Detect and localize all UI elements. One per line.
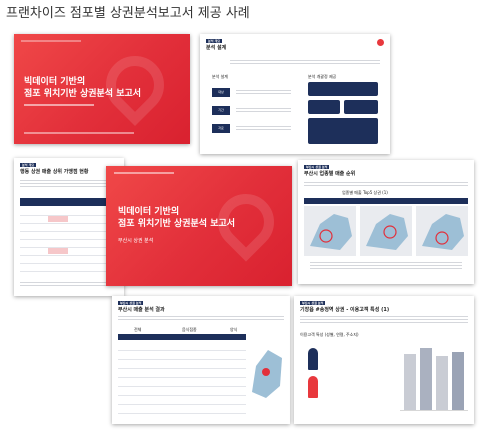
result-intro — [118, 316, 284, 322]
section-badge: 분석 개요 — [20, 163, 37, 167]
overview-left-details — [236, 90, 291, 132]
cover2-title-line1: 빅데이터 기반의 — [118, 207, 180, 217]
map-panel-2 — [360, 206, 412, 256]
result-heading: 부산시 상권 분석 부산시 매출 분석 결과 — [118, 301, 165, 313]
table-header-row — [20, 198, 116, 206]
result-col-2: 음식점종 — [182, 327, 197, 332]
cover2-title-line2: 점포 위치기반 상권분석 보고서 — [118, 219, 236, 229]
overview-box-2 — [308, 100, 340, 114]
customer-intro — [300, 316, 468, 325]
customer-bar — [420, 348, 432, 410]
page-title: 프랜차이즈 점포별 상권분석보고서 제공 사례 — [6, 6, 250, 21]
table-footnote — [20, 282, 116, 288]
location-pin-icon — [93, 43, 177, 127]
customer-subtitle: 이용고객 특성 (성별, 연령, 주소지) — [300, 332, 359, 337]
overview-slide: 분석 개요 분석 설계 분석 설계 분석 개괄정 제공 대상 기간 자료 — [200, 34, 390, 154]
map-captions — [310, 262, 462, 271]
table-body — [20, 208, 116, 278]
overview-box-4 — [308, 118, 378, 144]
cover2-subtitle: 부산시 상권 분석 — [118, 238, 154, 244]
cover-header-text — [21, 40, 81, 42]
customer-bar — [452, 352, 464, 410]
cover-slide-2: 빅데이터 기반의 점포 위치기반 상권분석 보고서 부산시 상권 분석 — [106, 166, 292, 286]
label-target: 대상 — [212, 88, 230, 97]
map-image — [422, 214, 464, 250]
cover-slide-1: 빅데이터 기반의 점포 위치기반 상권분석 보고서 — [14, 34, 190, 144]
table-intro — [20, 180, 116, 189]
table-highlight — [48, 216, 68, 222]
map-image — [252, 350, 282, 398]
overview-heading: 분석 개요 분석 설계 — [206, 39, 227, 51]
customer-slide: 부산시 상권 분석 기장읍 #송정역 상권 - 이용고객 특성 (1) 이용고객… — [294, 296, 474, 424]
customer-heading: 부산시 상권 분석 기장읍 #송정역 상권 - 이용고객 특성 (1) — [300, 301, 390, 313]
table-highlight — [48, 248, 68, 254]
overview-right-head: 분석 개괄정 제공 — [308, 74, 337, 79]
result-map — [248, 342, 286, 402]
customer-avatar-male — [308, 348, 318, 370]
map-heading: 부산시 상권 분석 부산시 업종별 매출 순위 — [304, 165, 356, 177]
map-header-row — [304, 198, 468, 204]
map-panel-1 — [304, 206, 356, 256]
section-badge: 부산시 상권 분석 — [300, 301, 326, 305]
customer-bar — [436, 356, 448, 410]
customer-axis — [400, 410, 468, 411]
cover-title-line2: 점포 위치기반 상권분석 보고서 — [24, 89, 142, 99]
map-panel-3 — [416, 206, 468, 256]
customer-bar — [404, 354, 416, 410]
cover-title-line1: 빅데이터 기반의 — [24, 77, 86, 87]
map-intro — [304, 182, 468, 188]
overview-box-1 — [308, 82, 378, 96]
result-slide: 부산시 상권 분석 부산시 매출 분석 결과 전체 음식점종 양식 — [112, 296, 290, 424]
overview-box-3 — [344, 100, 378, 114]
logo-icon — [377, 39, 384, 46]
customer-avatar-female — [308, 376, 318, 398]
map-image — [366, 214, 408, 250]
overview-left-head: 분석 설계 — [212, 74, 228, 79]
cover-footer — [24, 132, 134, 134]
result-header-row — [118, 334, 246, 340]
map-subtitle: 업종별 매출 Top5 상권 (1) — [342, 190, 388, 195]
result-col-3: 양식 — [230, 327, 238, 332]
section-badge: 부산시 상권 분석 — [118, 301, 144, 305]
section-badge: 분석 개요 — [206, 39, 223, 43]
map-image — [310, 214, 352, 250]
label-data: 자료 — [212, 124, 230, 133]
map-slide: 부산시 상권 분석 부산시 업종별 매출 순위 업종별 매출 Top5 상권 (… — [298, 160, 474, 284]
cover-meta — [24, 104, 94, 106]
section-badge: 부산시 상권 분석 — [304, 165, 330, 169]
table-heading: 분석 개요 행동 상권 매출 상위 가맹점 현황 — [20, 163, 89, 175]
result-table — [118, 342, 246, 414]
table-slide: 분석 개요 행동 상권 매출 상위 가맹점 현황 — [14, 158, 124, 296]
cover-header-text — [114, 172, 174, 174]
label-period: 기간 — [212, 106, 230, 115]
overview-intro-text — [230, 60, 380, 66]
result-col-1: 전체 — [134, 327, 142, 332]
